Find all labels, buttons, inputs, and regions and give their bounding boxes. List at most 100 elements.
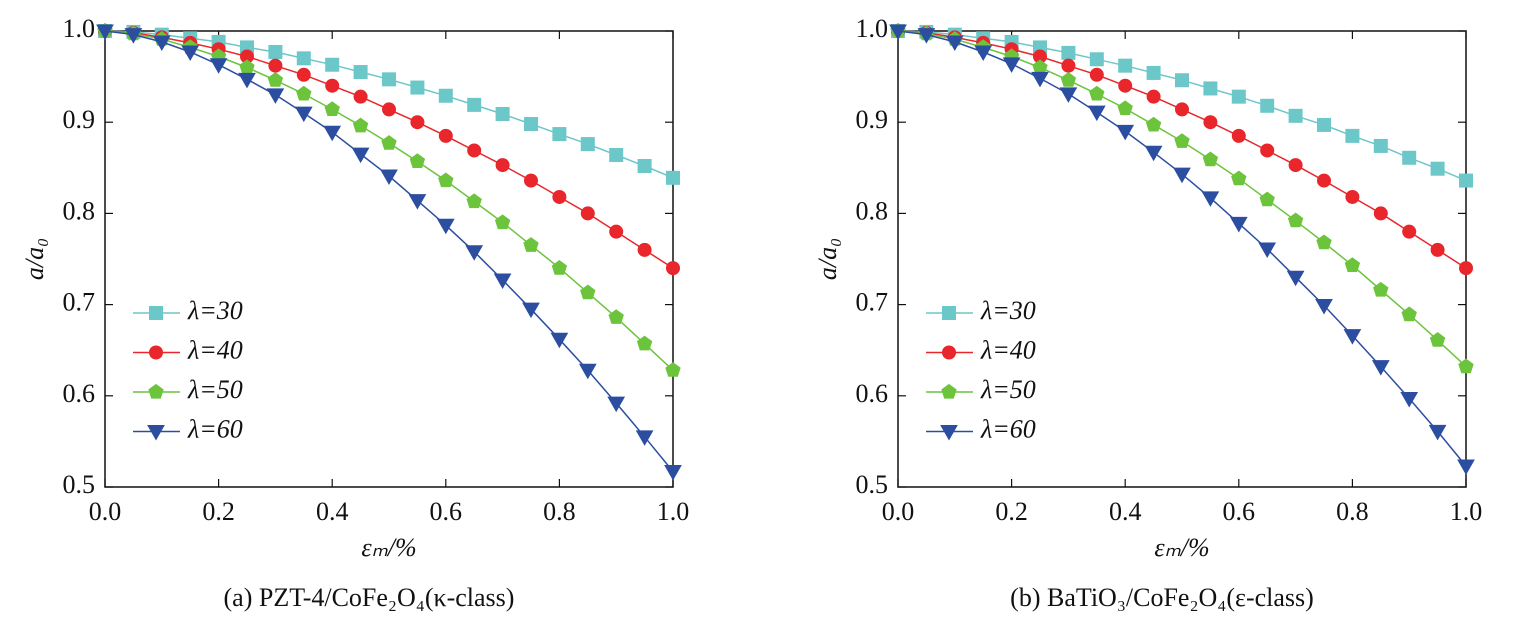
legend-label: λ=60 — [187, 414, 243, 443]
data-point — [1231, 89, 1246, 104]
data-point — [351, 147, 370, 164]
data-point — [465, 245, 484, 261]
data-point — [1430, 161, 1445, 176]
data-point — [1061, 58, 1076, 73]
legend-marker — [149, 306, 163, 320]
y-tick-label: 0.8 — [856, 196, 889, 225]
data-point — [1002, 57, 1021, 73]
data-point — [608, 309, 624, 324]
data-point — [1459, 261, 1473, 276]
data-point — [1286, 270, 1305, 287]
plot-frame — [897, 30, 1467, 488]
series-line — [104, 30, 674, 472]
data-point — [1259, 191, 1275, 207]
data-point — [1371, 360, 1390, 376]
data-point — [1430, 242, 1445, 257]
data-point — [1315, 299, 1333, 315]
data-point — [409, 153, 426, 168]
data-point — [438, 172, 454, 188]
data-point — [635, 430, 654, 446]
data-point — [1174, 133, 1190, 148]
data-point — [1345, 189, 1360, 204]
data-point — [578, 363, 597, 380]
data-point — [1175, 102, 1189, 117]
data-point — [353, 89, 368, 104]
data-point — [381, 135, 397, 150]
data-point — [1089, 85, 1105, 101]
data-point — [1231, 128, 1246, 143]
data-point — [664, 464, 682, 481]
legend-marker — [148, 383, 164, 399]
data-point — [1059, 87, 1078, 103]
legend-marker — [942, 345, 956, 360]
data-point — [181, 45, 200, 61]
data-point — [1402, 150, 1417, 165]
x-tick-label: 0.2 — [202, 497, 235, 526]
legend-marker — [149, 345, 163, 360]
y-tick-label: 0.9 — [63, 105, 96, 134]
data-point — [1144, 145, 1163, 162]
data-point — [1203, 81, 1218, 96]
legend-label: λ=50 — [980, 375, 1036, 404]
data-point — [436, 218, 455, 235]
data-point — [1373, 206, 1388, 221]
data-point — [580, 137, 595, 152]
data-point — [1118, 78, 1133, 93]
x-tick-label: 0.6 — [1223, 497, 1256, 526]
y-tick-label: 0.7 — [63, 288, 96, 317]
legend-marker — [941, 383, 957, 399]
legend-label: λ=30 — [980, 296, 1036, 325]
data-point — [239, 59, 255, 74]
legend-label: λ=50 — [187, 375, 243, 404]
data-point — [209, 58, 228, 74]
data-point — [296, 85, 312, 101]
data-point — [1032, 59, 1048, 74]
data-point — [1260, 98, 1275, 113]
data-point — [609, 148, 624, 163]
data-point — [1231, 170, 1247, 186]
y-tick-label: 1.0 — [856, 14, 889, 43]
y-tick-label: 0.8 — [63, 196, 96, 225]
data-point — [1089, 67, 1104, 82]
data-point — [466, 193, 482, 209]
x-tick-label: 0.8 — [543, 497, 576, 526]
legend-marker — [940, 425, 958, 441]
data-point — [438, 88, 453, 103]
y-axis-label: a/a₀ — [813, 238, 842, 280]
data-point — [1429, 332, 1446, 347]
data-point — [495, 106, 510, 121]
data-point — [410, 80, 425, 95]
x-axis-label: εₘ/% — [361, 533, 416, 562]
legend-label: λ=40 — [187, 335, 243, 364]
data-point — [325, 78, 340, 93]
data-point — [1175, 73, 1189, 88]
data-point — [296, 67, 311, 82]
data-point — [609, 224, 624, 239]
y-tick-label: 0.5 — [63, 470, 96, 499]
x-tick-label: 0.8 — [1336, 497, 1369, 526]
data-point — [917, 28, 936, 44]
caption: (b) BaTiO₃/CoFe₂O₄(ε-class) — [1010, 583, 1314, 612]
data-point — [266, 88, 285, 104]
data-point — [580, 206, 595, 221]
data-point — [124, 28, 143, 44]
data-point — [665, 362, 681, 377]
data-point — [1229, 216, 1248, 233]
caption: (a) PZT-4/CoFe₂O₄(κ-class) — [224, 583, 515, 612]
data-point — [1317, 173, 1331, 188]
data-point — [1287, 212, 1304, 228]
data-point — [1317, 117, 1331, 132]
x-tick-label: 0.2 — [995, 497, 1028, 526]
data-point — [1459, 173, 1473, 188]
legend-marker — [942, 306, 956, 320]
data-point — [382, 102, 396, 117]
y-axis-label: a/a₀ — [20, 238, 49, 280]
legend-label: λ=40 — [980, 335, 1036, 364]
data-point — [1146, 89, 1161, 104]
data-point — [268, 44, 283, 59]
data-point — [1203, 115, 1218, 130]
data-point — [96, 24, 114, 41]
data-point — [1373, 138, 1388, 153]
data-point — [494, 214, 511, 230]
data-point — [1288, 158, 1303, 173]
